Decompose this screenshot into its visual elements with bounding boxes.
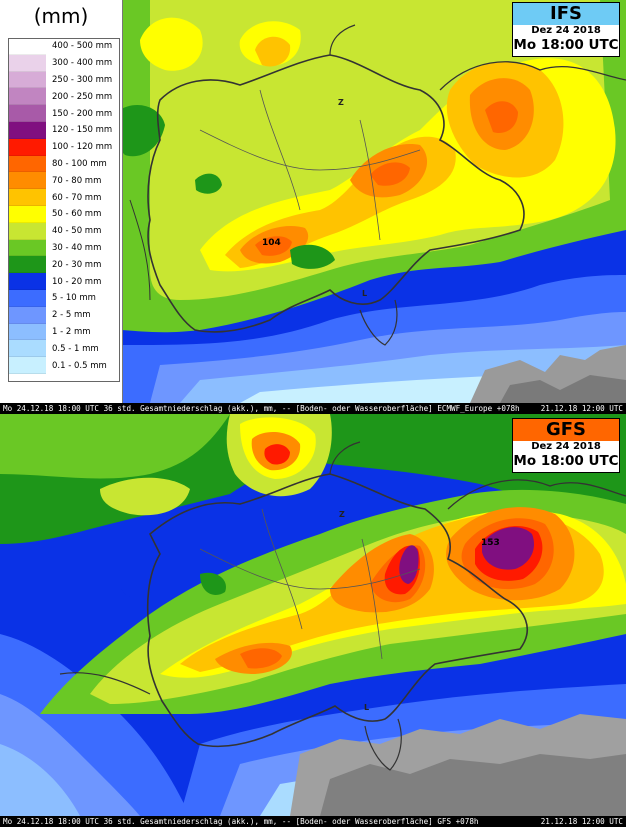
- legend-label: 70 - 80 mm: [52, 175, 102, 186]
- ifs-model-name: IFS: [513, 3, 619, 25]
- legend-row: 50 - 60 mm: [8, 205, 120, 223]
- ifs-valid-time: Mo 18:00 UTC: [513, 37, 619, 53]
- ifs-valid-date: Dez 24 2018: [531, 25, 601, 36]
- ifs-max-value: 104: [262, 238, 281, 248]
- legend-row: 0.5 - 1 mm: [8, 340, 120, 358]
- legend-rows: 400 - 500 mm 300 - 400 mm 250 - 300 mm 200 …: [8, 38, 120, 374]
- ifs-footer-right: 21.12.18 12:00 UTC: [540, 404, 623, 413]
- legend-swatch: [8, 189, 46, 206]
- legend-label: 250 - 300 mm: [52, 74, 113, 85]
- legend-row: 400 - 500 mm: [8, 38, 120, 55]
- precipitation-legend: (mm) 400 - 500 mm 300 - 400 mm 250 - 300 m…: [0, 0, 123, 403]
- legend-row: 10 - 20 mm: [8, 273, 120, 290]
- legend-swatch: [8, 172, 46, 190]
- legend-label: 2 - 5 mm: [52, 310, 91, 321]
- legend-label: 20 - 30 mm: [52, 259, 102, 270]
- legend-swatch: [8, 239, 46, 257]
- ifs-city-lugano: L: [362, 289, 368, 298]
- legend-row: 1 - 2 mm: [8, 323, 120, 341]
- legend-label: 80 - 100 mm: [52, 158, 107, 169]
- legend-row: 250 - 300 mm: [8, 71, 120, 89]
- gfs-footer-left: Mo 24.12.18 18:00 UTC 36 std. Gesamtnied…: [3, 817, 479, 826]
- legend-label: 1 - 2 mm: [52, 326, 91, 337]
- legend-swatch: [8, 71, 46, 89]
- ifs-footer-left: Mo 24.12.18 18:00 UTC 36 std. Gesamtnied…: [3, 404, 520, 413]
- legend-row: 60 - 70 mm: [8, 189, 120, 206]
- legend-row: 70 - 80 mm: [8, 172, 120, 190]
- legend-row: 2 - 5 mm: [8, 306, 120, 324]
- legend-row: 200 - 250 mm: [8, 88, 120, 106]
- legend-unit-label: (mm): [33, 4, 89, 28]
- ifs-city-zurich: Z: [338, 98, 344, 107]
- ifs-precipitation-map: [0, 0, 626, 403]
- gfs-valid-time: Mo 18:00 UTC: [513, 453, 619, 469]
- legend-row: 20 - 30 mm: [8, 256, 120, 274]
- legend-swatch: [8, 38, 46, 55]
- ifs-model-box: IFS Dez 24 2018 Mo 18:00 UTC: [512, 2, 620, 57]
- legend-swatch: [8, 205, 46, 223]
- legend-label: 40 - 50 mm: [52, 226, 102, 237]
- legend-label: 100 - 120 mm: [52, 142, 113, 153]
- legend-label: 150 - 200 mm: [52, 108, 113, 119]
- legend-swatch: [8, 256, 46, 274]
- gfs-footer-right: 21.12.18 12:00 UTC: [540, 817, 623, 826]
- ifs-footer: Mo 24.12.18 18:00 UTC 36 std. Gesamtnied…: [0, 403, 626, 414]
- legend-row: 300 - 400 mm: [8, 54, 120, 72]
- gfs-valid-date: Dez 24 2018: [531, 441, 601, 452]
- legend-row: 100 - 120 mm: [8, 138, 120, 156]
- legend-swatch: [8, 289, 46, 307]
- legend-swatch: [8, 306, 46, 324]
- legend-label: 10 - 20 mm: [52, 276, 102, 287]
- legend-swatch: [8, 138, 46, 156]
- legend-row: 5 - 10 mm: [8, 289, 120, 307]
- legend-label: 60 - 70 mm: [52, 192, 102, 203]
- legend-row: 80 - 100 mm: [8, 155, 120, 173]
- legend-swatch: [8, 155, 46, 173]
- legend-swatch: [8, 105, 46, 122]
- gfs-model-name: GFS: [513, 419, 619, 441]
- gfs-precipitation-map: [0, 414, 626, 816]
- legend-row: 40 - 50 mm: [8, 222, 120, 240]
- legend-swatch: [8, 222, 46, 240]
- gfs-max-value: 153: [481, 538, 500, 548]
- legend-row: 150 - 200 mm: [8, 105, 120, 122]
- legend-label: 50 - 60 mm: [52, 209, 102, 220]
- gfs-city-lugano: L: [364, 703, 370, 712]
- legend-row: 120 - 150 mm: [8, 121, 120, 139]
- legend-row: 30 - 40 mm: [8, 239, 120, 257]
- gfs-city-zurich: Z: [339, 510, 345, 519]
- legend-swatch: [8, 273, 46, 290]
- legend-swatch: [8, 323, 46, 341]
- gfs-footer: Mo 24.12.18 18:00 UTC 36 std. Gesamtnied…: [0, 816, 626, 827]
- legend-swatch: [8, 357, 46, 374]
- gfs-map-panel: GFS Dez 24 2018 Mo 18:00 UTC Z L 153 Mo …: [0, 414, 626, 827]
- legend-label: 5 - 10 mm: [52, 293, 96, 304]
- legend-swatch: [8, 340, 46, 358]
- legend-label: 0.5 - 1 mm: [52, 343, 99, 354]
- legend-label: 120 - 150 mm: [52, 125, 113, 136]
- legend-label: 300 - 400 mm: [52, 58, 113, 69]
- gfs-model-box: GFS Dez 24 2018 Mo 18:00 UTC: [512, 418, 620, 473]
- legend-row: 0.1 - 0.5 mm: [8, 357, 120, 374]
- legend-label: 30 - 40 mm: [52, 242, 102, 253]
- legend-label: 400 - 500 mm: [52, 41, 113, 52]
- ifs-map-panel: (mm) 400 - 500 mm 300 - 400 mm 250 - 300 m…: [0, 0, 626, 414]
- legend-swatch: [8, 121, 46, 139]
- legend-swatch: [8, 88, 46, 106]
- legend-label: 0.1 - 0.5 mm: [52, 360, 107, 371]
- legend-swatch: [8, 54, 46, 72]
- legend-label: 200 - 250 mm: [52, 91, 113, 102]
